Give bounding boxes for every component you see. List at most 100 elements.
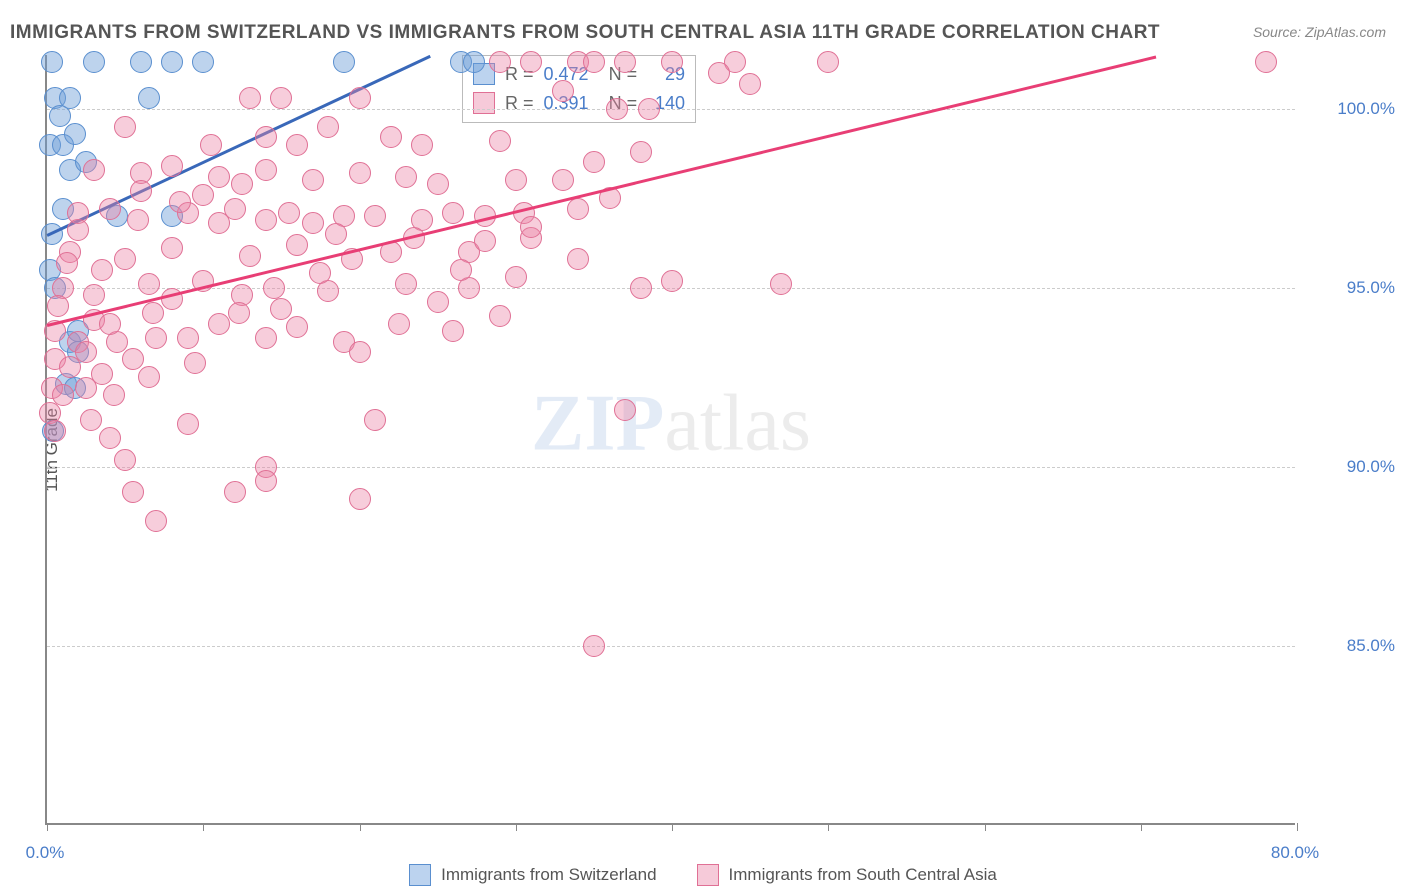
data-point bbox=[142, 302, 164, 324]
data-point bbox=[770, 273, 792, 295]
data-point bbox=[177, 327, 199, 349]
data-point bbox=[208, 313, 230, 335]
data-point bbox=[99, 198, 121, 220]
gridline-h bbox=[47, 467, 1295, 468]
data-point bbox=[114, 449, 136, 471]
data-point bbox=[583, 151, 605, 173]
legend-swatch-series2 bbox=[697, 864, 719, 886]
data-point bbox=[286, 234, 308, 256]
data-point bbox=[75, 341, 97, 363]
data-point bbox=[263, 277, 285, 299]
data-point bbox=[64, 123, 86, 145]
data-point bbox=[255, 126, 277, 148]
data-point bbox=[239, 245, 261, 267]
data-point bbox=[520, 51, 542, 73]
xtick bbox=[1141, 823, 1142, 831]
data-point bbox=[169, 191, 191, 213]
chart-title: IMMIGRANTS FROM SWITZERLAND VS IMMIGRANT… bbox=[10, 22, 1160, 44]
correlation-chart: IMMIGRANTS FROM SWITZERLAND VS IMMIGRANT… bbox=[0, 0, 1406, 892]
data-point bbox=[184, 352, 206, 374]
data-point bbox=[552, 80, 574, 102]
data-point bbox=[567, 198, 589, 220]
data-point bbox=[138, 366, 160, 388]
data-point bbox=[614, 51, 636, 73]
data-point bbox=[395, 273, 417, 295]
data-point bbox=[127, 209, 149, 231]
data-point bbox=[47, 295, 69, 317]
data-point bbox=[302, 212, 324, 234]
data-point bbox=[231, 173, 253, 195]
data-point bbox=[270, 87, 292, 109]
data-point bbox=[638, 98, 660, 120]
data-point bbox=[114, 248, 136, 270]
data-point bbox=[67, 219, 89, 241]
data-point bbox=[489, 130, 511, 152]
data-point bbox=[552, 169, 574, 191]
xtick bbox=[828, 823, 829, 831]
data-point bbox=[630, 141, 652, 163]
data-point bbox=[99, 427, 121, 449]
data-point bbox=[138, 273, 160, 295]
xtick bbox=[985, 823, 986, 831]
data-point bbox=[583, 51, 605, 73]
data-point bbox=[411, 134, 433, 156]
data-point bbox=[192, 184, 214, 206]
data-point bbox=[224, 198, 246, 220]
data-point bbox=[380, 126, 402, 148]
xtick bbox=[360, 823, 361, 831]
data-point bbox=[208, 166, 230, 188]
data-point bbox=[255, 327, 277, 349]
data-point bbox=[83, 159, 105, 181]
data-point bbox=[606, 98, 628, 120]
data-point bbox=[130, 51, 152, 73]
data-point bbox=[75, 377, 97, 399]
gridline-h bbox=[47, 646, 1295, 647]
data-point bbox=[138, 87, 160, 109]
bottom-legend: Immigrants from Switzerland Immigrants f… bbox=[0, 864, 1406, 886]
xtick-label: 80.0% bbox=[1271, 843, 1319, 863]
xtick bbox=[1297, 823, 1298, 831]
data-point bbox=[286, 134, 308, 156]
data-point bbox=[661, 51, 683, 73]
data-point bbox=[83, 51, 105, 73]
source-label: Source: ZipAtlas.com bbox=[1253, 24, 1386, 40]
data-point bbox=[103, 384, 125, 406]
data-point bbox=[395, 166, 417, 188]
data-point bbox=[427, 173, 449, 195]
data-point bbox=[317, 116, 339, 138]
data-point bbox=[44, 420, 66, 442]
data-point bbox=[91, 259, 113, 281]
data-point bbox=[192, 51, 214, 73]
data-point bbox=[286, 316, 308, 338]
data-point bbox=[122, 481, 144, 503]
ytick-label: 100.0% bbox=[1305, 99, 1395, 119]
data-point bbox=[270, 298, 292, 320]
ytick-label: 95.0% bbox=[1305, 278, 1395, 298]
data-point bbox=[427, 291, 449, 313]
data-point bbox=[739, 73, 761, 95]
data-point bbox=[333, 51, 355, 73]
data-point bbox=[708, 62, 730, 84]
data-point bbox=[364, 205, 386, 227]
data-point bbox=[114, 116, 136, 138]
data-point bbox=[388, 313, 410, 335]
xtick-label: 0.0% bbox=[26, 843, 65, 863]
data-point bbox=[177, 413, 199, 435]
data-point bbox=[41, 51, 63, 73]
data-point bbox=[80, 409, 102, 431]
data-point bbox=[583, 635, 605, 657]
data-point bbox=[161, 237, 183, 259]
legend-label-series1: Immigrants from Switzerland bbox=[441, 865, 656, 885]
data-point bbox=[463, 51, 485, 73]
data-point bbox=[224, 481, 246, 503]
data-point bbox=[349, 488, 371, 510]
data-point bbox=[474, 230, 496, 252]
data-point bbox=[817, 51, 839, 73]
data-point bbox=[505, 169, 527, 191]
data-point bbox=[349, 87, 371, 109]
data-point bbox=[239, 87, 261, 109]
data-point bbox=[1255, 51, 1277, 73]
data-point bbox=[661, 270, 683, 292]
data-point bbox=[489, 305, 511, 327]
data-point bbox=[255, 209, 277, 231]
